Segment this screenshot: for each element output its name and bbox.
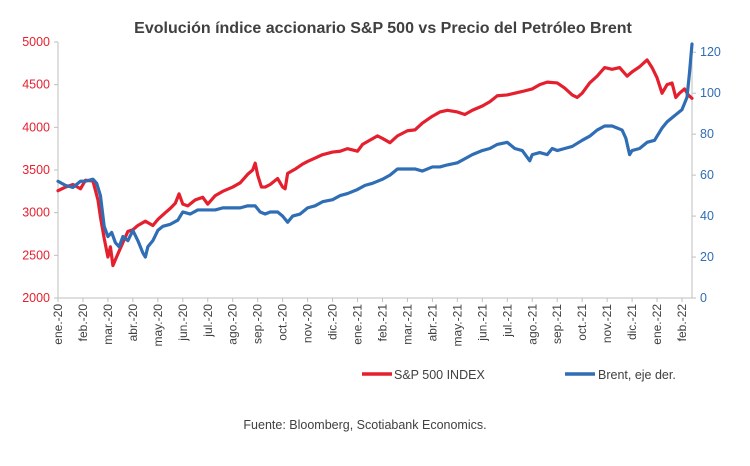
chart-title: Evolución índice accionario S&P 500 vs P… (134, 20, 632, 37)
right-tick-label: 80 (700, 127, 714, 141)
left-tick-label: 4500 (22, 78, 50, 92)
x-tick-label: ago.-20 (226, 304, 240, 345)
right-tick-label: 60 (700, 168, 714, 182)
x-tick-label: ago.-21 (525, 304, 539, 345)
x-tick-label: jun.-21 (475, 304, 489, 342)
right-tick-label: 100 (700, 86, 721, 100)
x-tick-label: jul.-20 (201, 304, 215, 338)
x-tick-label: nov.-20 (301, 304, 315, 343)
left-tick-label: 2500 (22, 248, 50, 262)
series-line-brent (56, 42, 694, 259)
legend-label-sp500: S&P 500 INDEX (394, 368, 485, 382)
x-tick-label: feb.-22 (675, 304, 689, 342)
x-tick-label: jul.-21 (500, 304, 514, 338)
left-tick-label: 3000 (22, 206, 50, 220)
x-tick-label: oct.-20 (276, 304, 290, 341)
chart-source: Fuente: Bloomberg, Scotiabank Economics. (243, 418, 486, 432)
x-tick-label: ene.-22 (650, 304, 664, 345)
x-tick-label: abr.-21 (425, 304, 439, 342)
right-tick-label: 120 (700, 45, 721, 59)
x-tick-label: oct.-21 (575, 304, 589, 341)
x-tick-label: may.-21 (450, 304, 464, 347)
x-tick-label: feb.-21 (375, 304, 389, 342)
right-tick-label: 40 (700, 209, 714, 223)
x-tick-label: abr.-20 (126, 304, 140, 342)
right-tick-label: 0 (700, 291, 707, 305)
x-tick-label: ene.-21 (351, 304, 365, 345)
right-tick-label: 20 (700, 250, 714, 264)
x-tick-label: dic.-20 (326, 304, 340, 340)
x-tick-label: nov.-21 (600, 304, 614, 343)
x-tick-label: sep.-20 (251, 304, 265, 344)
left-tick-label: 2000 (22, 291, 50, 305)
left-tick-label: 5000 (22, 35, 50, 49)
x-tick-label: may.-20 (151, 304, 165, 347)
x-tick-label: sep.-21 (550, 304, 564, 344)
left-tick-label: 3500 (22, 163, 50, 177)
legend-label-brent: Brent, eje der. (598, 368, 676, 382)
x-tick-label: dic.-21 (625, 304, 639, 340)
x-tick-label: jun.-20 (176, 304, 190, 342)
legend: S&P 500 INDEX Brent, eje der. (362, 368, 676, 382)
right-axis-ticks: 0 20 40 60 80 100 120 (692, 45, 721, 305)
x-axis-ticks: ene.-20 feb.-20 mar.-20 abr.-20 may.-20 jun.-… (51, 298, 689, 346)
series-lines (56, 42, 694, 268)
left-tick-label: 4000 (22, 120, 50, 134)
x-tick-label: mar.-21 (400, 304, 414, 345)
x-tick-label: mar.-20 (101, 304, 115, 345)
x-tick-label: feb.-20 (76, 304, 90, 342)
x-tick-label: ene.-20 (51, 304, 65, 345)
series-line-sp500 (56, 58, 694, 268)
left-axis-ticks: 2000 2500 3000 3500 4000 4500 5000 (22, 35, 58, 305)
chart-axes (57, 42, 693, 299)
